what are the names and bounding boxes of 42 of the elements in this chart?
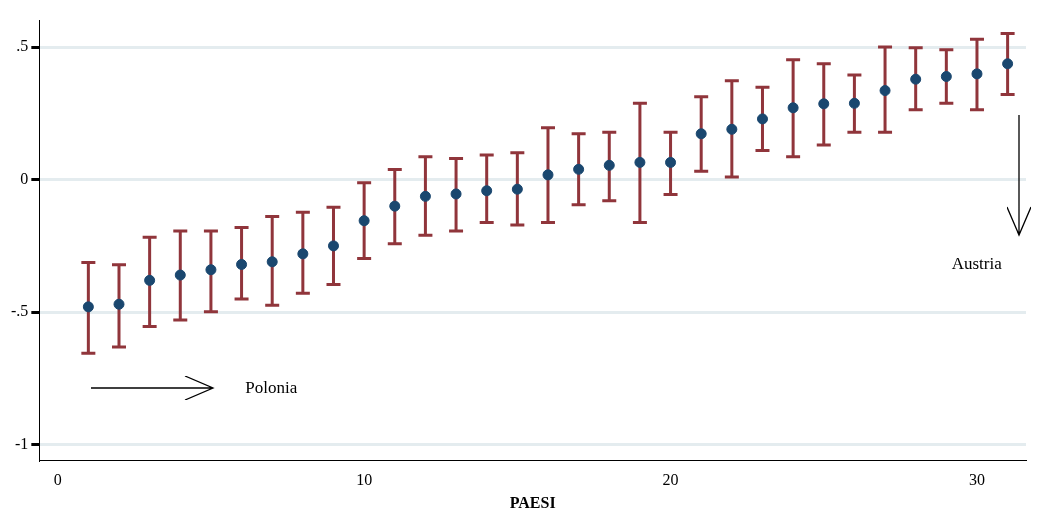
point xyxy=(1002,58,1014,70)
point xyxy=(481,185,493,197)
point xyxy=(205,264,217,276)
x-tick-label: 30 xyxy=(968,471,985,489)
point xyxy=(144,274,156,286)
x-tick-label: 10 xyxy=(356,471,373,489)
point xyxy=(236,258,248,270)
point xyxy=(695,128,707,140)
point xyxy=(389,200,401,212)
y-tick-label: -.5 xyxy=(11,302,29,320)
point xyxy=(726,123,738,135)
point xyxy=(358,215,370,227)
point xyxy=(971,68,983,80)
point xyxy=(297,248,309,260)
point xyxy=(940,71,952,83)
y-tick-label: .5 xyxy=(16,37,29,55)
point xyxy=(848,97,860,109)
point xyxy=(879,85,891,97)
annotation: Austria xyxy=(951,254,1003,274)
point xyxy=(573,163,585,175)
point xyxy=(665,156,677,168)
point xyxy=(266,256,278,268)
point xyxy=(174,269,186,281)
point xyxy=(82,301,94,313)
point xyxy=(327,240,339,252)
annotation: Polonia xyxy=(245,377,298,397)
x-axis-title: PAESI xyxy=(509,493,556,511)
point xyxy=(113,298,125,310)
point xyxy=(603,159,615,171)
point xyxy=(634,156,646,168)
y-tick-label: -1 xyxy=(15,434,29,452)
point xyxy=(511,183,523,195)
point xyxy=(450,188,462,200)
point xyxy=(419,190,431,202)
point xyxy=(910,73,922,85)
x-tick-label: 20 xyxy=(662,471,679,489)
x-tick-label: 0 xyxy=(53,471,62,489)
point xyxy=(818,98,830,110)
point xyxy=(542,169,554,181)
point xyxy=(756,113,768,125)
y-tick-label: 0 xyxy=(20,169,29,187)
point xyxy=(787,102,799,114)
